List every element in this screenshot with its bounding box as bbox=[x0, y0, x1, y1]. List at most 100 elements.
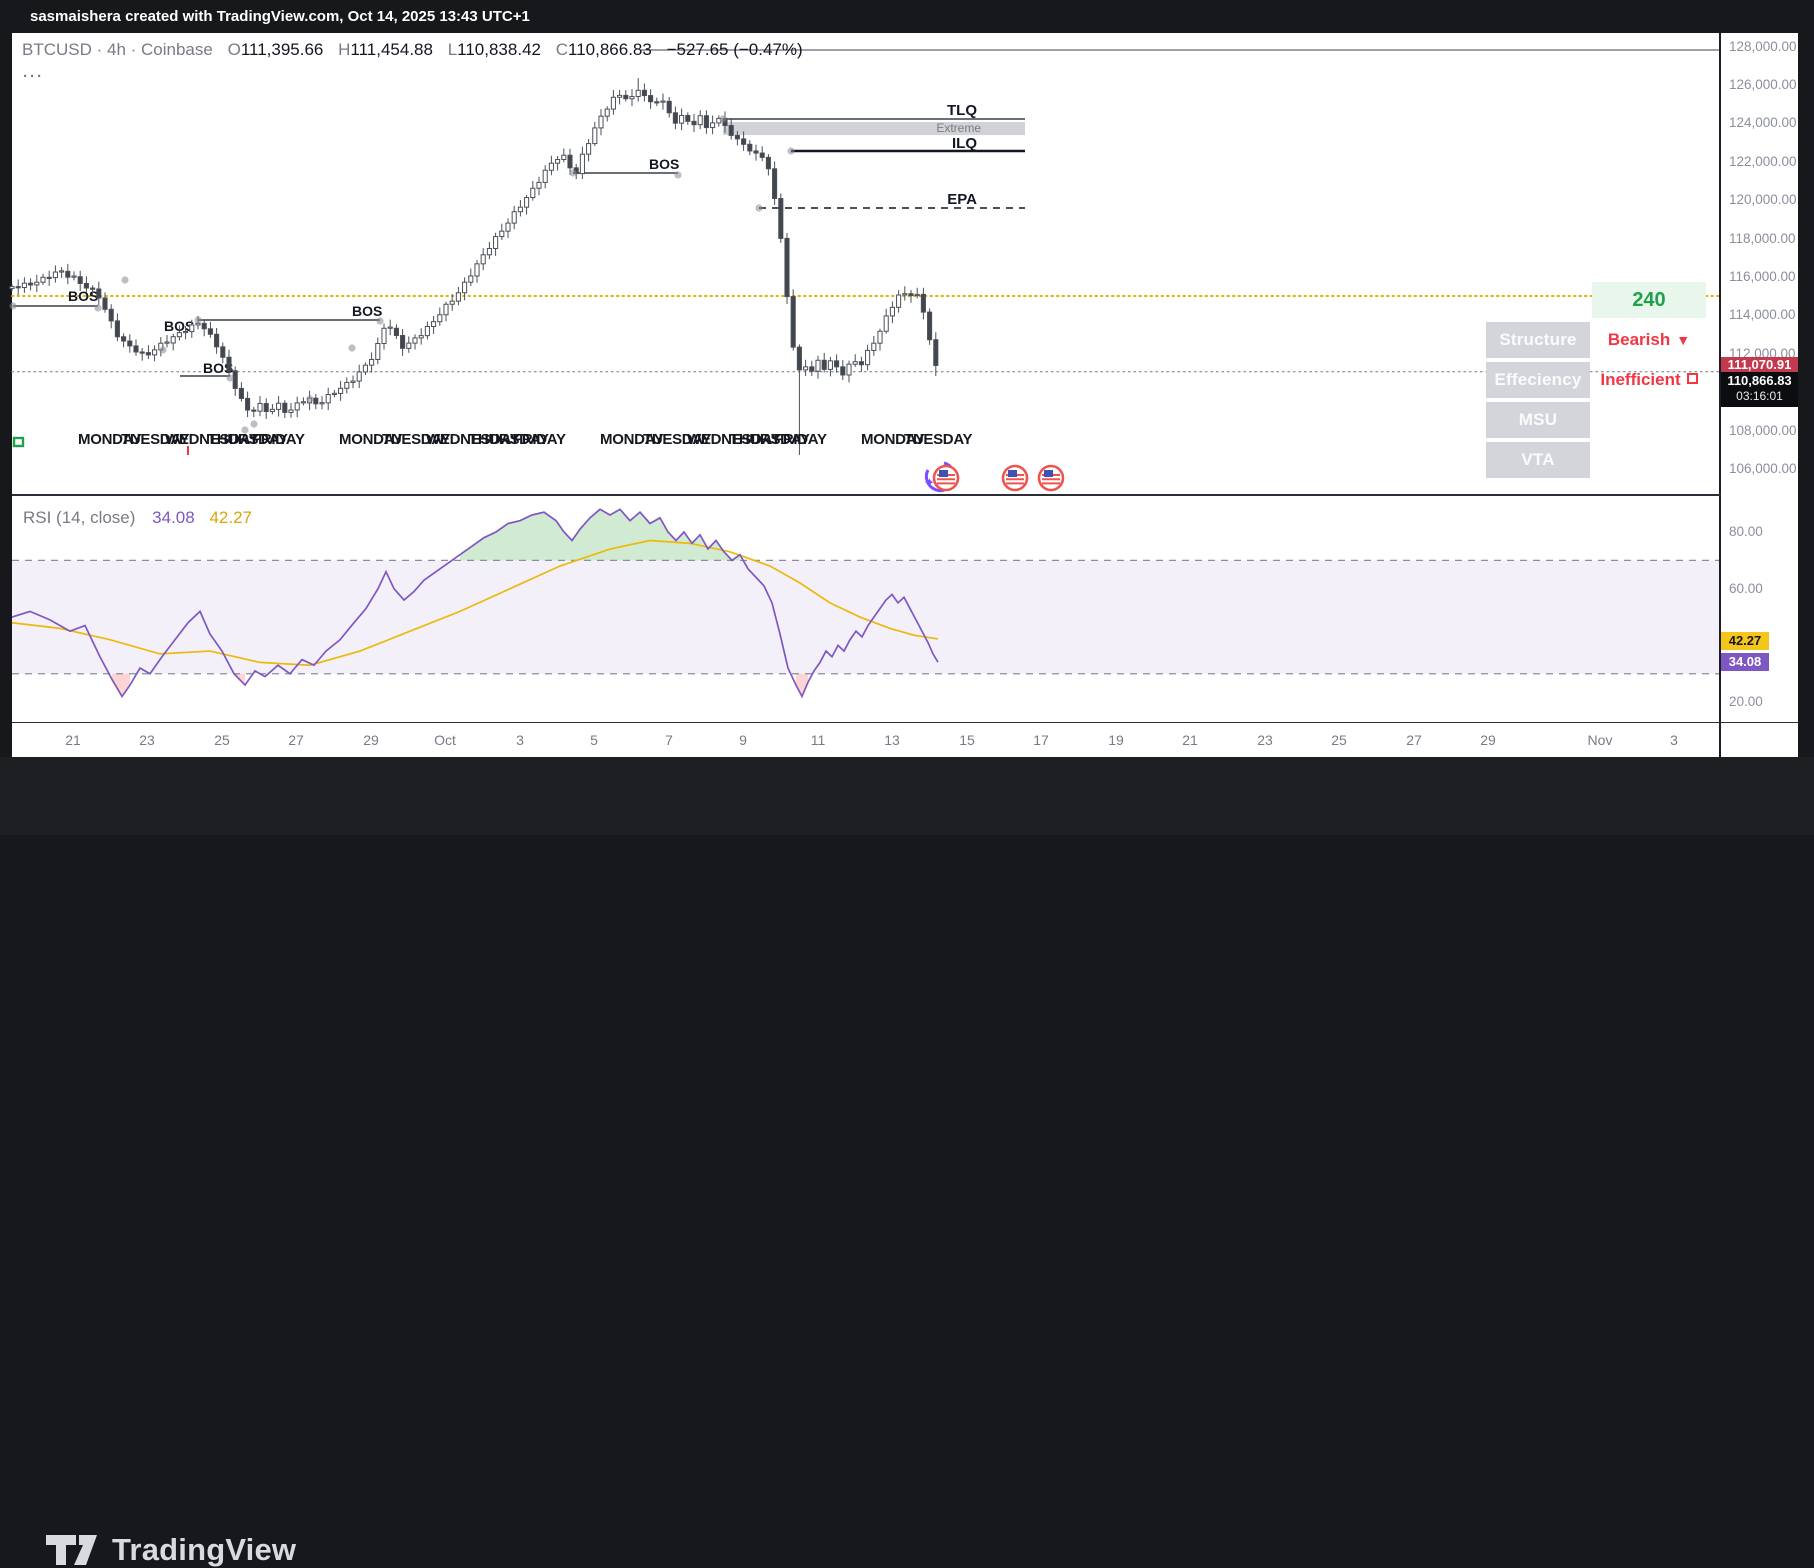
time-tick: 17 bbox=[1033, 732, 1049, 748]
time-tick: 15 bbox=[959, 732, 975, 748]
tv-logo-icon bbox=[46, 1535, 97, 1565]
drawing-anchor-dot[interactable] bbox=[94, 304, 102, 312]
time-tick: 23 bbox=[1257, 732, 1273, 748]
price-line-badge: 111,070.91 bbox=[1721, 357, 1798, 372]
time-tick: Nov bbox=[1587, 732, 1613, 748]
time-tick: 9 bbox=[739, 732, 747, 748]
rsi-title[interactable]: RSI (14, close) bbox=[23, 508, 136, 527]
panel-label-effeciency: Effeciency bbox=[1486, 362, 1590, 398]
time-axis[interactable]: 21 23 25 27 29 Oct 3 5 7 9 11 13 15 17 19 21 23 25 27 29 Nov… bbox=[12, 723, 1719, 757]
right-border bbox=[1798, 0, 1814, 835]
time-tick: 3 bbox=[516, 732, 524, 748]
time-tick: 21 bbox=[65, 732, 81, 748]
day-label: MONDAY bbox=[600, 431, 664, 448]
time-tick: 23 bbox=[139, 732, 155, 748]
time-axis-separator bbox=[12, 722, 1798, 723]
footer: TradingView bbox=[0, 757, 1814, 1567]
rsi-zone-fill bbox=[460, 509, 740, 561]
drawing-anchor-dot[interactable] bbox=[226, 374, 234, 382]
day-label: WEDNESDAY bbox=[426, 431, 520, 448]
panel-label-msu: MSU bbox=[1486, 402, 1590, 438]
timeframe-240-badge: 240 bbox=[1592, 282, 1706, 318]
open-label: O bbox=[227, 40, 241, 59]
open-value: 111,395.66 bbox=[240, 40, 324, 59]
us-event-flag-icon[interactable] bbox=[1037, 464, 1065, 492]
drawing-anchor-dot[interactable] bbox=[755, 204, 763, 212]
price-tick: 120,000.00 bbox=[1729, 192, 1797, 208]
day-label: FRIDAY bbox=[252, 431, 305, 448]
price-tick: 122,000.00 bbox=[1729, 153, 1797, 169]
rsi-legend[interactable]: RSI (14, close) 34.08 42.27 bbox=[23, 508, 252, 528]
drawing-anchor-dot[interactable] bbox=[376, 317, 384, 325]
efficiency-value: Inefficient bbox=[1592, 362, 1706, 398]
day-label: TUESDAY bbox=[382, 431, 450, 448]
price-chart-canvas[interactable]: BOSBOSBOSBOSBOSTLQExtremeILQEPAMONDAYTUE… bbox=[0, 0, 1814, 757]
price-tick: 128,000.00 bbox=[1729, 38, 1797, 54]
time-tick: 19 bbox=[1108, 732, 1124, 748]
brand-text: TradingView bbox=[112, 1532, 297, 1567]
bos-label: BOS bbox=[68, 288, 98, 304]
rsi-line[interactable] bbox=[11, 508, 939, 699]
time-tick: 5 bbox=[590, 732, 598, 748]
drawing-anchor-dot[interactable] bbox=[250, 420, 258, 428]
extreme-zone[interactable] bbox=[723, 122, 1025, 136]
high-label: H bbox=[338, 40, 351, 59]
drawing-anchor-dot[interactable] bbox=[306, 395, 314, 403]
day-label: WEDNESDAY bbox=[687, 431, 781, 448]
time-tick: 29 bbox=[1480, 732, 1496, 748]
bos-label: BOS bbox=[649, 156, 679, 172]
rsi-ma-badge: 42.27 bbox=[1721, 632, 1769, 650]
us-event-flag-icon[interactable]: ✦ bbox=[924, 461, 960, 492]
price-tick: 118,000.00 bbox=[1729, 230, 1796, 246]
drawing-anchor-dot[interactable] bbox=[674, 171, 682, 179]
low-label: L bbox=[447, 40, 458, 59]
day-label: THURSDAY bbox=[730, 431, 810, 448]
time-tick: Oct bbox=[434, 732, 456, 748]
bos-label: BOS bbox=[352, 303, 382, 319]
legend-ellipsis-icon[interactable]: ··· bbox=[23, 68, 44, 85]
time-tick: 25 bbox=[1331, 732, 1347, 748]
price-tick: 124,000.00 bbox=[1729, 115, 1797, 131]
drawing-anchor-dot[interactable] bbox=[787, 147, 795, 155]
green-mark bbox=[12, 436, 25, 448]
last-price: 110,866.83 bbox=[1727, 373, 1792, 388]
tradingview-logo[interactable]: TradingView bbox=[46, 1532, 296, 1568]
drawing-anchor-dot[interactable] bbox=[348, 344, 356, 352]
rsi-tick: 20.00 bbox=[1729, 694, 1763, 710]
price-tick: 126,000.00 bbox=[1729, 77, 1797, 92]
change-value: −527.65 (−0.47%) bbox=[666, 40, 803, 59]
price-tick: 106,000.00 bbox=[1729, 461, 1797, 476]
time-tick: 7 bbox=[665, 732, 673, 748]
day-label: MONDAY bbox=[78, 431, 142, 448]
tlq-label: TLQ bbox=[947, 102, 977, 119]
bar-countdown: 03:16:01 bbox=[1736, 389, 1783, 403]
time-tick: 21 bbox=[1182, 732, 1198, 748]
epa-label: EPA bbox=[947, 191, 977, 208]
rsi-value: 34.08 bbox=[152, 508, 195, 527]
structure-value: Bearish ▼ bbox=[1607, 330, 1691, 349]
us-event-flag-icon[interactable] bbox=[1001, 464, 1029, 492]
symbol-title[interactable]: BTCUSD · 4h · Coinbase bbox=[22, 40, 213, 59]
rsi-value-badge: 34.08 bbox=[1721, 653, 1769, 671]
drawing-anchor-dot[interactable] bbox=[121, 276, 129, 284]
drawing-anchor-dot[interactable] bbox=[241, 426, 249, 434]
high-value: 111,454.88 bbox=[350, 40, 433, 59]
pane-separator[interactable] bbox=[12, 494, 1798, 496]
price-axis[interactable]: 20.00 60.00 80.00 106,000.00 108,000.00 112,0… bbox=[1721, 33, 1798, 722]
bos-label: BOS bbox=[203, 360, 233, 376]
symbol-legend[interactable]: BTCUSD · 4h · Coinbase O111,395.66 H111,… bbox=[22, 40, 803, 62]
drawing-anchor-dot[interactable] bbox=[9, 302, 17, 310]
rsi-tick: 80.00 bbox=[1729, 524, 1763, 539]
day-label: TUESDAY bbox=[121, 431, 189, 448]
rsi-band bbox=[12, 560, 1719, 674]
drawing-anchor-dot[interactable] bbox=[159, 346, 167, 354]
drawing-anchor-dot[interactable] bbox=[194, 316, 202, 324]
day-label: TUESDAY bbox=[904, 431, 972, 448]
time-tick: 25 bbox=[214, 732, 230, 748]
drawing-anchor-dot[interactable] bbox=[569, 169, 577, 177]
drawing-anchor-dot[interactable] bbox=[719, 115, 727, 123]
price-tick: 116,000.00 bbox=[1729, 269, 1796, 284]
rsi-ma-line[interactable] bbox=[11, 539, 939, 667]
ilq-label: ILQ bbox=[952, 135, 977, 152]
sparkle-icon: ✦ bbox=[924, 475, 935, 490]
